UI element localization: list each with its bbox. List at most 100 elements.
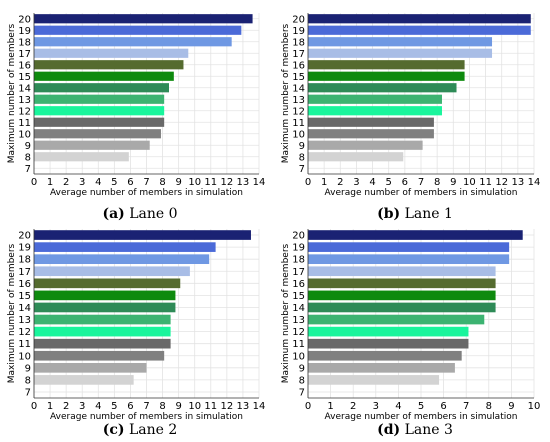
y-tick-label: 11 (18, 339, 31, 350)
x-tick-label: 5 (418, 401, 424, 412)
bar-9 (34, 362, 147, 373)
y-tick-label: 15 (292, 72, 305, 83)
bar-15 (34, 71, 174, 81)
y-tick-label: 13 (292, 95, 305, 106)
x-tick-label: 5 (111, 177, 117, 188)
y-tick-label: 14 (292, 303, 305, 314)
x-tick-label: 11 (204, 401, 217, 412)
x-tick-label: 0 (31, 177, 37, 188)
bar-17 (34, 266, 190, 277)
bar-16 (308, 278, 496, 289)
bar-8 (34, 152, 129, 162)
y-tick-label: 7 (299, 164, 305, 175)
y-tick-label: 19 (18, 243, 31, 254)
y-tick-label: 8 (299, 152, 305, 163)
x-axis-label: Average number of members in simulation (50, 188, 243, 198)
y-tick-label: 9 (299, 363, 305, 374)
x-tick-label: 10 (528, 401, 541, 412)
caption-letter: (c) (102, 422, 125, 438)
caption-text: Lane 2 (124, 422, 178, 438)
x-tick-label: 2 (350, 401, 356, 412)
bar-16 (308, 60, 465, 70)
x-axis-label: Average number of members in simulation (325, 412, 518, 422)
y-tick-label: 12 (18, 106, 31, 117)
x-tick-label: 12 (495, 177, 508, 188)
y-tick-label: 14 (18, 303, 31, 314)
bar-10 (308, 350, 462, 361)
x-tick-label: 6 (402, 177, 408, 188)
bar-17 (308, 48, 493, 58)
bar-16 (34, 60, 184, 70)
y-tick-label: 12 (18, 327, 31, 338)
x-tick-label: 14 (253, 401, 266, 412)
bar-15 (34, 290, 176, 301)
x-tick-label: 7 (463, 401, 469, 412)
bar-13 (34, 94, 165, 104)
y-tick-label: 15 (18, 72, 31, 83)
x-tick-label: 11 (479, 177, 492, 188)
y-tick-label: 20 (292, 231, 305, 242)
bar-18 (308, 254, 510, 265)
bar-11 (34, 117, 165, 127)
y-tick-label: 10 (18, 129, 31, 140)
bar-11 (308, 117, 434, 127)
x-tick-label: 3 (79, 177, 85, 188)
bar-11 (34, 338, 171, 349)
caption-lane-0: (a) Lane 0 (102, 206, 177, 222)
x-tick-label: 6 (127, 177, 133, 188)
y-tick-label: 11 (292, 339, 305, 350)
x-tick-label: 9 (175, 401, 181, 412)
y-tick-label: 10 (292, 351, 305, 362)
x-tick-label: 8 (159, 177, 165, 188)
y-tick-label: 8 (299, 375, 305, 386)
x-tick-label: 8 (486, 401, 492, 412)
y-tick-label: 11 (18, 118, 31, 129)
x-tick-label: 5 (111, 401, 117, 412)
y-tick-label: 20 (18, 231, 31, 242)
x-tick-label: 8 (434, 177, 440, 188)
bar-8 (308, 375, 440, 385)
x-tick-label: 14 (528, 177, 541, 188)
bar-18 (34, 37, 232, 47)
caption-lane-1: (b) Lane 1 (377, 206, 453, 222)
x-tick-label: 4 (95, 401, 101, 412)
x-tick-label: 9 (450, 177, 456, 188)
caption-lane-2: (c) Lane 2 (103, 422, 178, 438)
y-tick-label: 7 (25, 164, 31, 175)
x-tick-label: 3 (353, 177, 359, 188)
y-tick-label: 16 (18, 279, 31, 290)
bar-13 (34, 314, 171, 325)
y-tick-label: 18 (292, 255, 305, 266)
y-tick-label: 7 (25, 387, 31, 398)
y-tick-label: 13 (18, 315, 31, 326)
bar-10 (308, 129, 434, 139)
bar-20 (34, 14, 253, 24)
y-tick-label: 18 (18, 255, 31, 266)
x-tick-label: 7 (143, 177, 149, 188)
y-tick-label: 18 (292, 37, 305, 48)
bar-15 (308, 290, 496, 301)
x-tick-label: 1 (47, 401, 53, 412)
x-tick-label: 10 (188, 177, 201, 188)
x-tick-label: 2 (63, 401, 69, 412)
y-tick-label: 16 (292, 60, 305, 71)
y-tick-label: 19 (18, 26, 31, 37)
x-tick-label: 7 (143, 401, 149, 412)
y-tick-label: 19 (292, 26, 305, 37)
y-axis-label: Maximum number of members (7, 23, 17, 163)
bar-18 (308, 37, 493, 47)
bar-16 (34, 278, 181, 289)
bar-15 (308, 71, 465, 81)
x-tick-label: 7 (418, 177, 424, 188)
x-tick-label: 2 (63, 177, 69, 188)
caption-lane-3: (d) Lane 3 (377, 422, 453, 438)
y-tick-label: 8 (25, 375, 31, 386)
y-tick-label: 20 (18, 14, 31, 25)
bar-19 (308, 25, 531, 35)
bar-19 (34, 25, 242, 35)
bar-10 (34, 350, 165, 361)
bar-11 (308, 338, 469, 349)
